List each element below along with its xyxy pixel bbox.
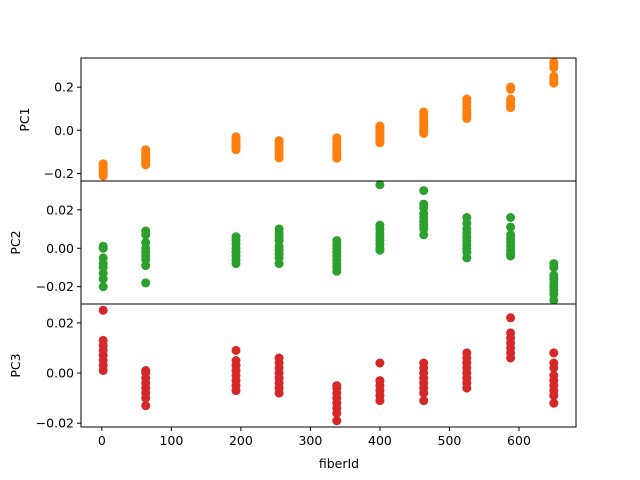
data-point bbox=[506, 313, 516, 323]
data-point bbox=[231, 386, 241, 396]
data-point bbox=[419, 186, 429, 196]
y-tick-label: 0.02 bbox=[46, 315, 74, 330]
data-point bbox=[549, 63, 559, 73]
y-axis-label: PC2 bbox=[8, 230, 23, 254]
data-point bbox=[506, 353, 516, 363]
data-point bbox=[419, 396, 429, 406]
data-point bbox=[98, 274, 108, 284]
axes-frame bbox=[80, 180, 577, 305]
y-tick-label: 0.2 bbox=[54, 80, 74, 95]
data-point bbox=[141, 230, 151, 240]
data-point bbox=[549, 398, 559, 408]
panel-pc1: −0.2 0.0 0.2 PC1 bbox=[17, 57, 577, 182]
data-point bbox=[231, 259, 241, 269]
data-point bbox=[419, 129, 429, 138]
data-point bbox=[274, 259, 284, 269]
chart-panels: −0.2 0.0 0.2 PC1 −0.02 0.00 0.02 PC2 −0.02 0.00 0.… bbox=[8, 57, 577, 448]
data-point bbox=[419, 230, 429, 240]
y-tick-label: −0.2 bbox=[44, 166, 74, 181]
data-point bbox=[549, 391, 559, 401]
data-point bbox=[549, 295, 559, 305]
y-tick-label: 0.00 bbox=[46, 366, 74, 381]
data-point bbox=[141, 261, 151, 271]
data-point bbox=[141, 393, 151, 403]
x-tick-label: 100 bbox=[159, 433, 183, 448]
data-point bbox=[141, 401, 151, 411]
x-tick-label: 300 bbox=[298, 433, 322, 448]
data-point bbox=[549, 78, 559, 88]
data-point bbox=[462, 383, 472, 393]
y-tick-label: −0.02 bbox=[36, 416, 74, 431]
series-pc1 bbox=[98, 57, 559, 181]
data-point bbox=[141, 160, 151, 170]
data-point bbox=[98, 366, 108, 375]
data-point bbox=[141, 278, 151, 288]
data-point bbox=[375, 180, 385, 190]
axes-frame bbox=[80, 57, 577, 182]
data-point bbox=[506, 222, 516, 232]
data-point bbox=[506, 213, 516, 222]
data-point bbox=[506, 84, 516, 94]
panel-pc2: −0.02 0.00 0.02 PC2 bbox=[8, 180, 577, 305]
data-point bbox=[332, 408, 342, 418]
data-point bbox=[98, 305, 108, 315]
data-point bbox=[462, 253, 472, 263]
y-tick-label: 0.00 bbox=[46, 241, 74, 256]
data-point bbox=[274, 388, 284, 398]
data-point bbox=[419, 388, 429, 398]
data-point bbox=[332, 153, 342, 163]
x-tick-label: 400 bbox=[368, 433, 392, 448]
x-tick-label: 600 bbox=[507, 433, 531, 448]
data-point bbox=[231, 345, 241, 355]
data-point bbox=[332, 416, 342, 426]
data-point bbox=[274, 153, 284, 163]
y-tick-label: 0.02 bbox=[46, 202, 74, 217]
y-axis-label: PC1 bbox=[17, 107, 32, 131]
axes-frame bbox=[80, 303, 577, 428]
x-axis: 0 100 200 300 400 500 600 bbox=[98, 427, 531, 448]
data-point bbox=[506, 251, 516, 261]
y-axis-label: PC3 bbox=[8, 353, 23, 377]
x-tick-label: 500 bbox=[438, 433, 462, 448]
x-tick-label: 0 bbox=[98, 433, 106, 448]
series-pc2 bbox=[98, 180, 559, 305]
x-axis-label: fiberId bbox=[319, 456, 359, 471]
y-tick-label: 0.0 bbox=[54, 123, 74, 138]
y-tick-label: −0.02 bbox=[36, 279, 74, 294]
data-point bbox=[549, 263, 559, 272]
data-point bbox=[549, 363, 559, 373]
data-point bbox=[375, 138, 385, 148]
data-point bbox=[98, 282, 108, 292]
data-point bbox=[98, 243, 108, 253]
data-point bbox=[375, 245, 385, 255]
x-tick-label: 200 bbox=[229, 433, 253, 448]
data-point bbox=[462, 113, 472, 123]
data-point bbox=[375, 358, 385, 368]
data-point bbox=[332, 266, 342, 276]
data-point bbox=[98, 171, 108, 181]
panel-pc3: −0.02 0.00 0.02 PC3 bbox=[8, 303, 577, 431]
data-point bbox=[231, 145, 241, 155]
data-point bbox=[506, 103, 516, 113]
data-point bbox=[375, 396, 385, 406]
series-pc3 bbox=[98, 305, 559, 426]
data-point bbox=[549, 348, 559, 358]
